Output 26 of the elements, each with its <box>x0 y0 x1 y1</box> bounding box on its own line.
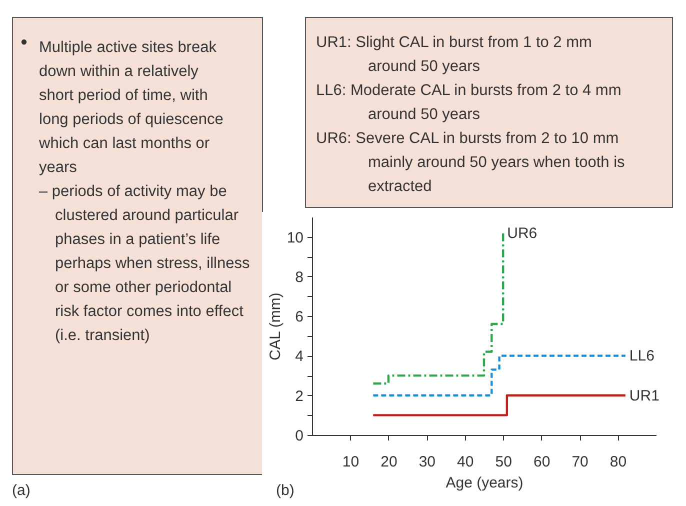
series-label: UR1 <box>629 387 660 404</box>
y-tick-label: 4 <box>295 348 304 366</box>
x-tick-label: 10 <box>342 454 360 470</box>
x-tick-label: 30 <box>418 454 436 470</box>
y-tick-label: 2 <box>295 388 304 405</box>
text: – periods of activity may be clustered around particular phases in a patient’s life perhaps when stress, illness or some other periodontal risk factor comes into effect (i.e. transient) <box>39 182 251 346</box>
x-tick-label: 50 <box>495 454 512 470</box>
y-axis-title: CAL (mm) <box>266 292 284 360</box>
x-axis-title: Age (years) <box>446 474 524 492</box>
text: UR6: Severe CAL in bursts from 2 to 10 mm mainly around 50 years when tooth is extracted <box>316 129 626 197</box>
x-tick-label: 20 <box>380 454 398 470</box>
text: (b) <box>276 482 294 499</box>
y-tick-label: 8 <box>295 268 304 286</box>
x-tick-label: 60 <box>533 454 550 470</box>
y-tick-label: 6 <box>295 308 304 326</box>
text: LL6: Moderate CAL in bursts from 2 to 4 mm around 50 years <box>316 81 622 125</box>
text: Multiple active sites break down within a relatively short period of time, with long periods of quiescence which can last months or years <box>39 38 224 178</box>
x-tick-label: 80 <box>610 454 627 470</box>
text: UR1: Slight CAL in burst from 1 to 2 mm around 50 years <box>316 33 593 77</box>
y-tick-label: 0 <box>295 428 304 444</box>
x-tick-label: 70 <box>572 454 588 470</box>
text: (a) <box>12 482 30 499</box>
series-label: LL6 <box>629 348 654 365</box>
x-tick-label: 40 <box>457 454 474 470</box>
series-label: UR6 <box>507 224 538 242</box>
y-tick-label: 10 <box>286 229 304 246</box>
